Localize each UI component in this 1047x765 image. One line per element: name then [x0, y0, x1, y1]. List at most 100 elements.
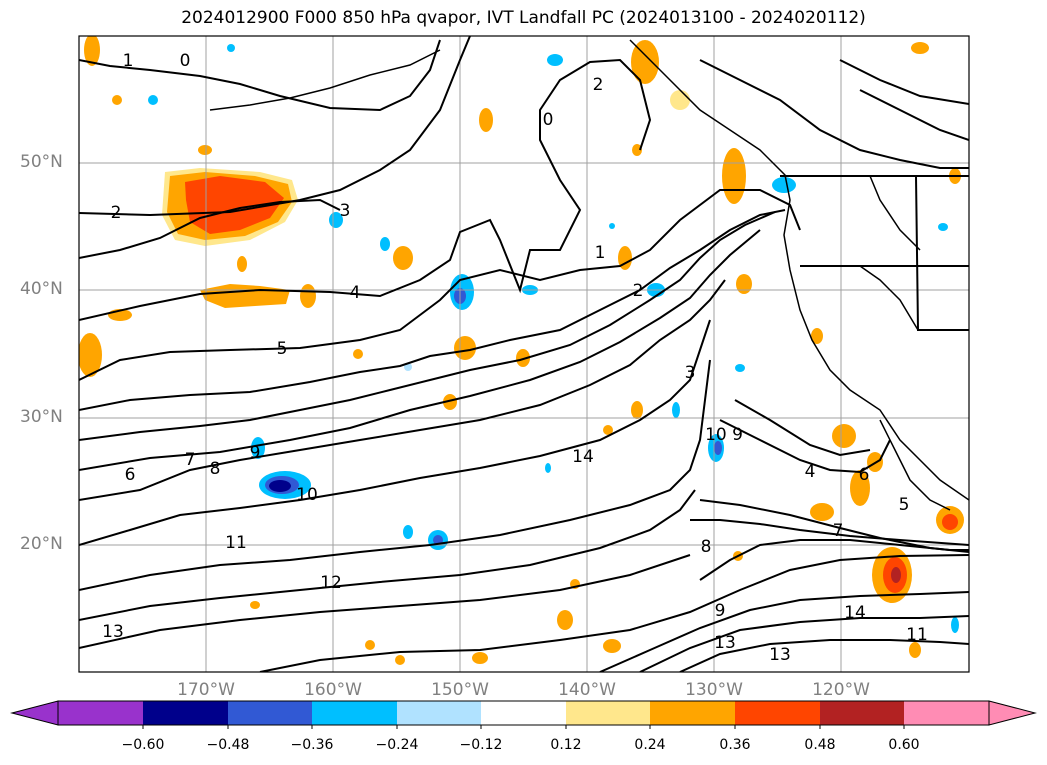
contour-label: 11 — [906, 625, 928, 645]
contour-line — [859, 89, 969, 141]
anomaly-patch — [148, 95, 158, 105]
contour-label: 4 — [350, 283, 361, 303]
anomaly-patch — [557, 610, 573, 630]
colorbar-segment — [481, 701, 566, 725]
colorbar-extend-high — [988, 700, 1037, 726]
colorbar-tick-label: −0.24 — [375, 737, 419, 753]
contour-line — [79, 211, 776, 441]
contour-label: 2 — [633, 281, 644, 301]
latitude-label: 50°N — [20, 152, 63, 172]
longitude-label: 140°W — [558, 680, 616, 700]
contour-line — [79, 279, 726, 501]
contour-line — [690, 519, 969, 546]
contour-label: 3 — [340, 201, 351, 221]
colorbar-tick-label: 0.48 — [804, 737, 836, 753]
anomaly-patch — [938, 223, 948, 231]
anomaly-patch — [185, 176, 284, 234]
contour-label: 5 — [899, 495, 910, 515]
latitude-label: 20°N — [20, 534, 63, 554]
anomaly-patch — [237, 256, 247, 272]
anomaly-patch — [454, 336, 476, 360]
anomaly-patch — [810, 503, 834, 521]
anomaly-patch — [603, 425, 613, 435]
anomaly-patch — [811, 328, 823, 344]
anomaly-patch — [609, 223, 615, 229]
coastline-segment — [869, 175, 921, 251]
colorbar-segment — [143, 701, 228, 725]
anomaly-patch — [911, 42, 929, 54]
contour-line — [79, 489, 696, 621]
anomaly-patch — [227, 44, 235, 52]
contour-line — [79, 229, 761, 471]
anomaly-patch — [443, 394, 457, 410]
anomaly-patch — [772, 177, 796, 193]
colorbar-tick-label: 0.12 — [550, 737, 582, 753]
contour-line — [79, 209, 786, 411]
anomaly-patch — [832, 424, 856, 448]
colorbar-tick-label: −0.60 — [121, 737, 165, 753]
colorbar-segment — [312, 701, 397, 725]
anomaly-patch — [631, 40, 659, 84]
anomaly-patch — [547, 54, 563, 66]
contour-label: 0 — [543, 110, 554, 130]
anomaly-patch — [618, 246, 632, 270]
anomaly-patch — [603, 639, 621, 653]
contour-label: 14 — [572, 447, 594, 467]
latitude-label: 30°N — [20, 407, 63, 427]
colorbar-segment — [820, 701, 904, 725]
anomaly-patch — [670, 90, 690, 110]
contour-label: 13 — [102, 622, 124, 642]
map-frame — [78, 35, 970, 673]
contour-label: 12 — [320, 573, 342, 593]
gridlines — [79, 36, 969, 672]
contour-label: 14 — [844, 603, 866, 623]
anomaly-patch — [632, 144, 642, 156]
contour-label: 8 — [210, 459, 221, 479]
anomaly-patch — [672, 402, 680, 418]
contour-line — [679, 639, 969, 672]
contour-line — [699, 59, 969, 169]
anomaly-patch — [269, 480, 291, 492]
anomaly-patch — [403, 525, 413, 539]
anomaly-patch — [942, 514, 958, 530]
contour-label: 6 — [125, 465, 136, 485]
longitude-label: 170°W — [177, 680, 235, 700]
anomaly-patch — [300, 284, 316, 308]
colorbar — [10, 700, 1037, 729]
colorbar-segment — [58, 701, 143, 725]
anomaly-patch — [891, 567, 901, 583]
anomaly-patch — [250, 601, 260, 609]
longitude-label: 130°W — [685, 680, 743, 700]
contour-label: 10 — [296, 485, 318, 505]
colorbar-tick-label: −0.48 — [206, 737, 250, 753]
anomaly-patch — [516, 349, 530, 367]
contour-label: 13 — [714, 633, 736, 653]
contour-label: 5 — [277, 339, 288, 359]
contour-label: 8 — [701, 537, 712, 557]
contour-label: 0 — [180, 51, 191, 71]
contour-line — [79, 36, 471, 217]
anomaly-patch — [84, 36, 100, 66]
coastline-segment — [879, 419, 951, 511]
anomaly-patch — [380, 237, 390, 251]
colorbar-tick-label: 0.60 — [888, 737, 920, 753]
anomaly-patch — [951, 617, 959, 633]
contour-line — [699, 499, 969, 553]
contour-label: 1 — [595, 243, 606, 263]
contour-line — [79, 58, 652, 321]
coastline — [209, 39, 969, 511]
anomaly-patch — [909, 642, 921, 658]
contour-line — [79, 359, 711, 591]
contour-label: 2 — [111, 203, 122, 223]
colorbar-segment — [735, 701, 820, 725]
colorbar-tick-label: 0.36 — [719, 737, 751, 753]
anomaly-patch — [736, 274, 752, 294]
colorbar-tick-label: −0.12 — [459, 737, 503, 753]
anomaly-patch — [395, 655, 405, 665]
contour-line — [599, 591, 969, 672]
contour-label: 4 — [805, 462, 816, 482]
anomaly-patch — [545, 463, 551, 473]
contour-line — [839, 59, 969, 105]
contour-line — [79, 554, 691, 649]
